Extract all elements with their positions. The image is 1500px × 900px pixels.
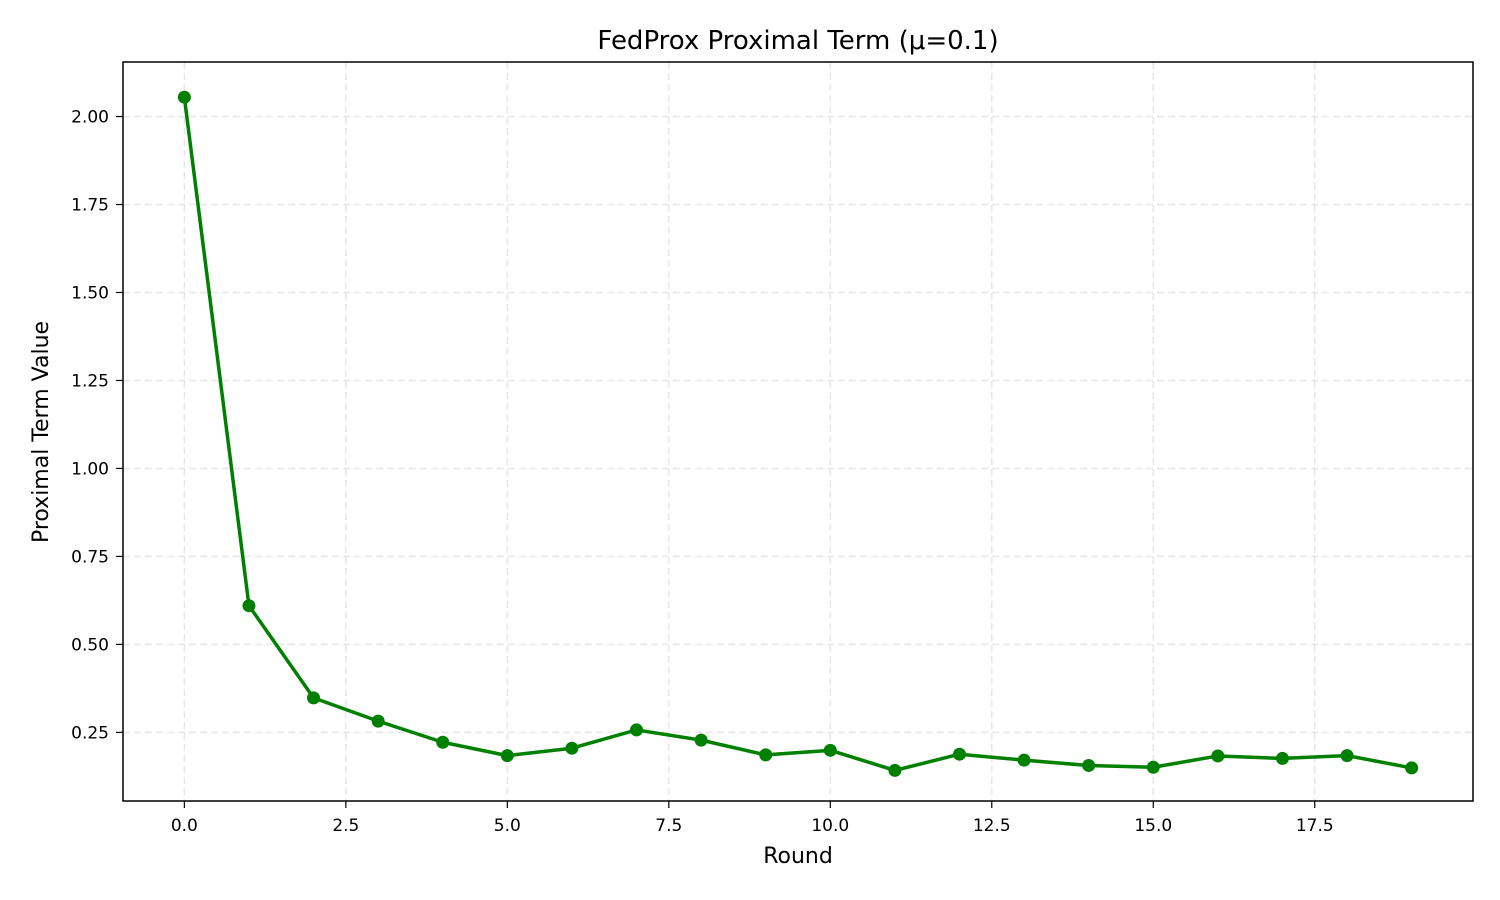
data-point-round-4 <box>436 735 450 749</box>
data-point-round-9 <box>759 748 773 762</box>
data-point-round-13 <box>1017 753 1031 767</box>
y-axis-label: Proximal Term Value <box>29 321 54 543</box>
x-tick-label: 2.5 <box>332 816 359 836</box>
data-point-round-14 <box>1082 758 1096 772</box>
y-tick-label: 1.50 <box>71 283 109 303</box>
y-tick-label: 2.00 <box>71 108 109 128</box>
data-point-round-5 <box>500 749 514 763</box>
x-tick-label: 17.5 <box>1296 816 1334 836</box>
data-point-round-11 <box>888 763 902 777</box>
y-tick-label: 0.75 <box>71 547 109 567</box>
data-point-round-2 <box>307 691 321 705</box>
data-point-round-1 <box>242 599 256 613</box>
x-tick-label: 7.5 <box>655 816 682 836</box>
data-point-round-6 <box>565 741 579 755</box>
data-point-round-12 <box>952 747 966 761</box>
grid <box>123 62 1473 801</box>
y-tick-label: 0.25 <box>71 723 109 743</box>
data-point-round-16 <box>1211 749 1225 763</box>
data-point-round-3 <box>371 714 385 728</box>
y-tick-label: 1.75 <box>71 196 109 216</box>
plot-area-frame <box>122 61 1474 802</box>
x-axis: 0.0 2.5 5.0 7.5 10.0 12.5 15.0 17.5 <box>171 801 1334 836</box>
x-axis-label: Round <box>763 844 833 869</box>
series-line <box>182 95 1414 773</box>
x-tick-label: 12.5 <box>973 816 1011 836</box>
chart-title: FedProx Proximal Term (μ=0.1) <box>597 26 998 56</box>
x-tick-label: 15.0 <box>1134 816 1172 836</box>
y-tick-label: 1.00 <box>71 459 109 479</box>
x-tick-label: 10.0 <box>811 816 849 836</box>
y-axis: 0.25 0.50 0.75 1.00 1.25 1.50 1.75 2.00 <box>71 108 123 743</box>
data-point-round-15 <box>1146 760 1160 774</box>
y-tick-label: 0.50 <box>71 635 109 655</box>
data-point-round-7 <box>630 723 644 737</box>
data-point-round-8 <box>694 733 708 747</box>
data-point-round-10 <box>823 743 837 757</box>
data-point-round-17 <box>1275 751 1289 765</box>
data-point-round-18 <box>1340 749 1354 763</box>
data-point-round-19 <box>1405 761 1419 775</box>
x-tick-label: 5.0 <box>494 816 521 836</box>
series-layer <box>177 90 1419 777</box>
x-tick-label: 0.0 <box>171 816 198 836</box>
y-tick-label: 1.25 <box>71 371 109 391</box>
data-point-round-0 <box>177 90 191 104</box>
